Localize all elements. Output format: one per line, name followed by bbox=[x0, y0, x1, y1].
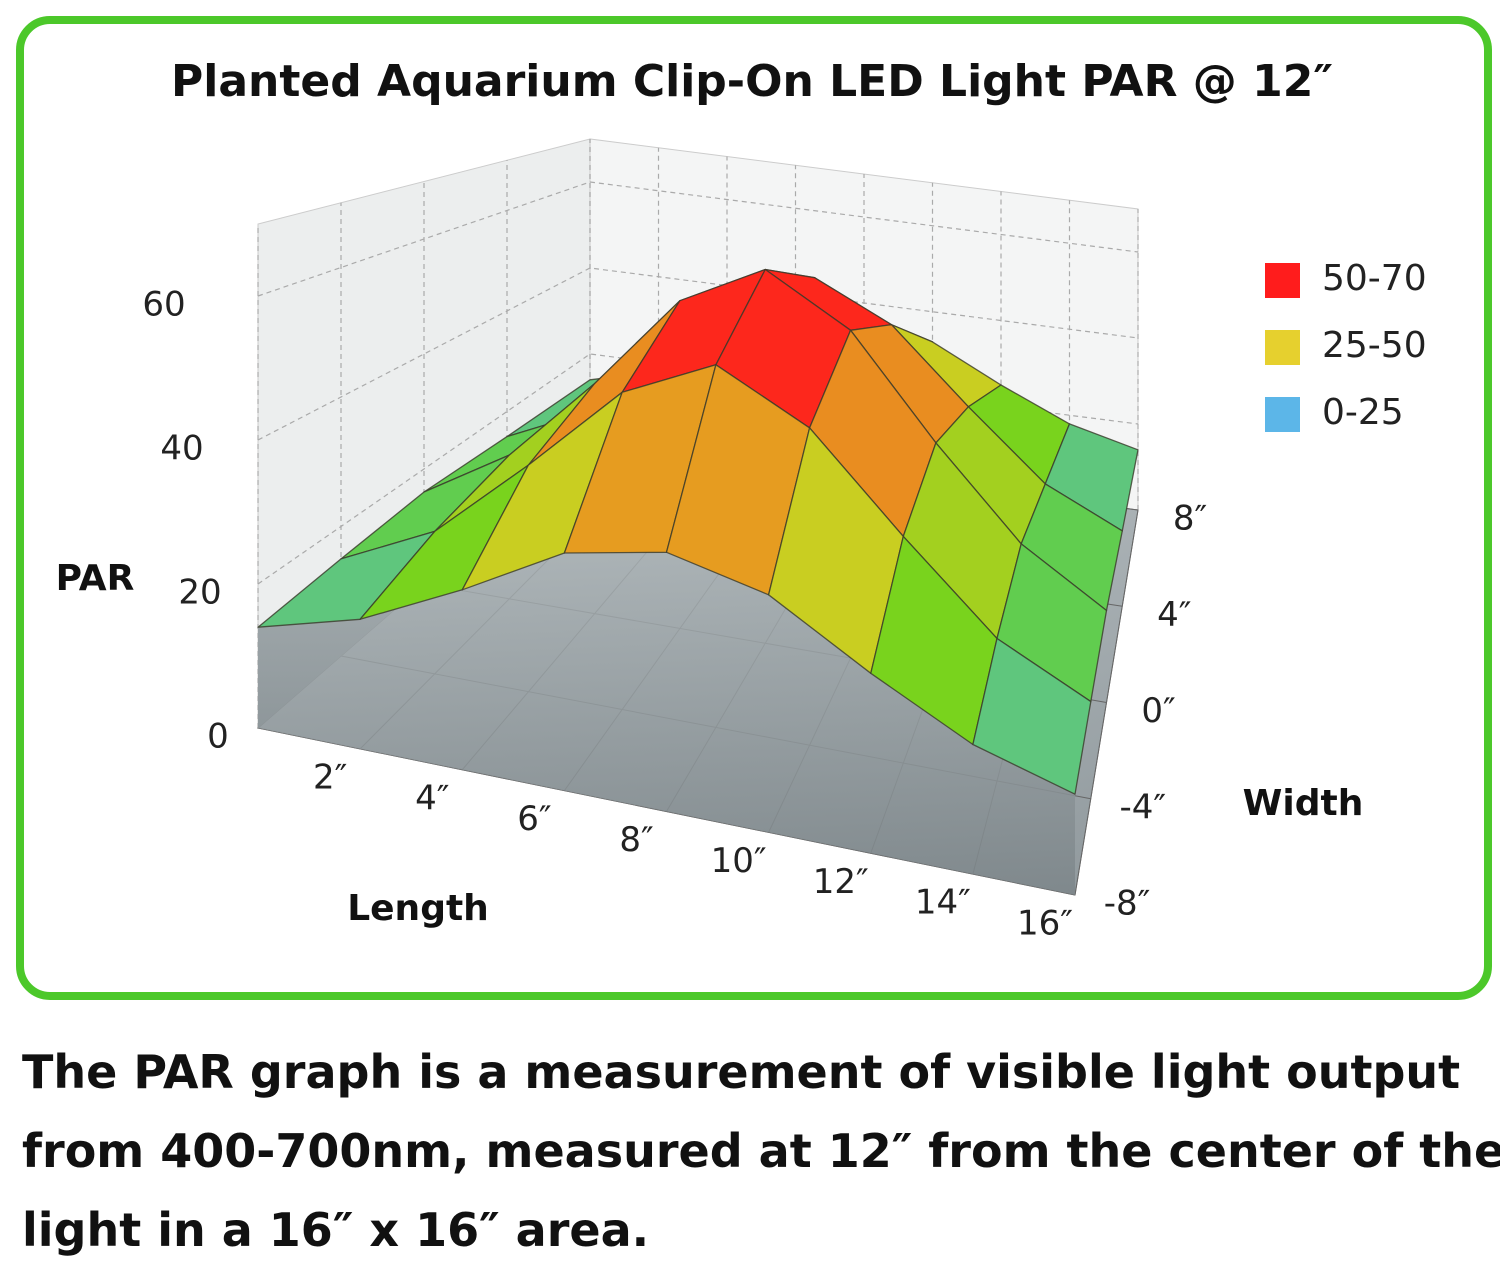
caption-line: light in a 16″ x 16″ area. bbox=[22, 1203, 649, 1257]
x-tick-label: 10″ bbox=[711, 841, 767, 881]
z-tick-label: 40 bbox=[160, 429, 203, 469]
grid-line bbox=[257, 267, 1139, 441]
legend-swatch bbox=[1265, 397, 1300, 432]
legend-label: 25-50 bbox=[1322, 325, 1427, 366]
x-tick-label: 6″ bbox=[517, 799, 551, 839]
x-tick-label: 8″ bbox=[619, 820, 653, 860]
y-tick-label: 0″ bbox=[1141, 691, 1175, 731]
x-axis-label: Length bbox=[347, 888, 489, 929]
y-axis-label: Width bbox=[1243, 783, 1364, 824]
chart-title: Planted Aquarium Clip-On LED Light PAR @… bbox=[171, 56, 1333, 107]
surface-patch bbox=[972, 637, 1092, 795]
z-axis-label: PAR bbox=[56, 558, 135, 599]
grid-line bbox=[257, 181, 1139, 297]
z-tick-label: 20 bbox=[178, 573, 221, 613]
x-tick-label: 4″ bbox=[415, 778, 449, 818]
y-tick-label: -8″ bbox=[1104, 884, 1151, 924]
caption-line: from 400-700nm, measured at 12″ from the… bbox=[22, 1124, 1500, 1178]
x-tick-label: 2″ bbox=[313, 757, 347, 797]
legend-swatch bbox=[1265, 330, 1300, 365]
y-tick-label: 8″ bbox=[1173, 499, 1207, 539]
x-tick-label: 16″ bbox=[1017, 904, 1073, 944]
caption: The PAR graph is a measurement of visibl… bbox=[22, 1045, 1500, 1257]
z-tick-label: 0 bbox=[207, 717, 229, 757]
y-tick-label: -4″ bbox=[1119, 787, 1166, 827]
z-tick-label: 60 bbox=[142, 285, 185, 325]
x-tick-label: 14″ bbox=[915, 883, 971, 923]
x-tick-label: 12″ bbox=[813, 862, 869, 902]
front-curtain bbox=[258, 552, 1075, 895]
legend-label: 50-70 bbox=[1322, 258, 1427, 299]
caption-line: The PAR graph is a measurement of visibl… bbox=[22, 1045, 1460, 1099]
y-tick-label: 4″ bbox=[1157, 595, 1191, 635]
legend-swatch bbox=[1265, 263, 1300, 298]
legend-label: 0-25 bbox=[1322, 392, 1404, 433]
